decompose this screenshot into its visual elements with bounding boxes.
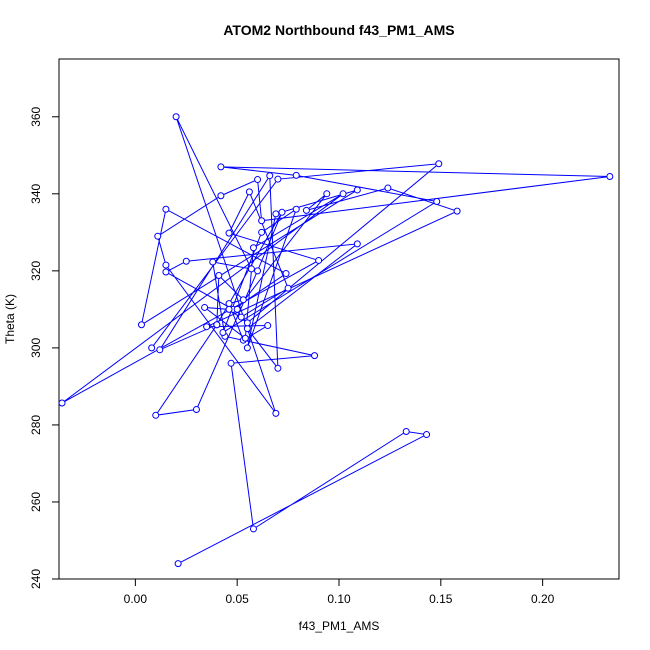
data-point xyxy=(254,176,262,184)
y-axis: 240 260 280 300 320 340 360 xyxy=(29,106,60,589)
data-point xyxy=(58,399,66,407)
y-tick-label: 340 xyxy=(29,183,43,203)
data-point xyxy=(162,261,170,269)
data-point xyxy=(237,313,245,321)
data-point xyxy=(137,321,145,329)
data-point xyxy=(453,207,461,215)
y-tick-label: 280 xyxy=(29,415,43,435)
data-point xyxy=(402,427,410,435)
data-point xyxy=(156,346,164,354)
data-point xyxy=(249,525,257,533)
data-point xyxy=(203,323,211,331)
y-tick-label: 300 xyxy=(29,338,43,358)
data-point xyxy=(278,208,286,216)
y-tick-label: 260 xyxy=(29,492,43,512)
data-point xyxy=(239,296,247,304)
data-point xyxy=(311,352,319,360)
data-point xyxy=(225,300,233,308)
data-point xyxy=(282,270,290,278)
data-point xyxy=(213,321,221,329)
y-tick-label: 360 xyxy=(29,106,43,126)
x-tick-label: 0.15 xyxy=(429,592,453,606)
data-point xyxy=(247,265,255,273)
data-point xyxy=(241,334,249,342)
x-axis-label: f43_PM1_AMS xyxy=(299,619,380,633)
data-point xyxy=(292,205,300,213)
x-tick-label: 0.05 xyxy=(226,592,250,606)
x-axis: 0.00 0.05 0.10 0.15 0.20 xyxy=(124,578,555,606)
data-point xyxy=(423,431,431,439)
data-point xyxy=(174,560,182,568)
data-point xyxy=(433,198,441,206)
data-point xyxy=(243,319,251,327)
data-point xyxy=(201,303,209,311)
chart-title: ATOM2 Northbound f43_PM1_AMS xyxy=(223,22,454,38)
data-point xyxy=(217,163,225,171)
data-point xyxy=(292,171,300,179)
data-point xyxy=(243,325,251,333)
data-point xyxy=(272,210,280,218)
data-point xyxy=(323,190,331,198)
data-point xyxy=(353,186,361,194)
y-tick-label: 320 xyxy=(29,261,43,281)
data-point xyxy=(435,160,443,168)
data-point xyxy=(162,268,170,276)
data-point xyxy=(384,184,392,192)
data-point xyxy=(339,190,347,198)
x-tick-label: 0.00 xyxy=(124,592,148,606)
data-point xyxy=(215,271,223,279)
data-point xyxy=(315,256,323,264)
data-point xyxy=(606,172,614,180)
data-point xyxy=(154,232,162,240)
data-point xyxy=(233,305,241,313)
data-point xyxy=(172,113,180,121)
data-point xyxy=(249,244,257,252)
data-point xyxy=(266,172,274,180)
x-tick-label: 0.20 xyxy=(531,592,555,606)
data-point xyxy=(254,267,262,275)
x-tick-label: 0.10 xyxy=(327,592,351,606)
data-point xyxy=(225,305,233,313)
data-point xyxy=(192,406,200,414)
data-point xyxy=(227,359,235,367)
data-point xyxy=(162,205,170,213)
data-point xyxy=(274,175,282,183)
y-axis-label: Theta (K) xyxy=(3,294,17,344)
series-group xyxy=(58,113,614,568)
data-point xyxy=(272,409,280,417)
y-tick-label: 240 xyxy=(29,569,43,589)
data-point xyxy=(225,229,233,237)
data-point xyxy=(264,322,272,330)
data-point xyxy=(209,258,217,266)
data-point xyxy=(274,364,282,372)
data-point xyxy=(284,284,292,292)
data-point xyxy=(302,206,310,214)
data-point xyxy=(258,217,266,225)
data-point xyxy=(148,344,156,352)
data-point xyxy=(152,411,160,419)
data-point xyxy=(245,188,253,196)
data-point xyxy=(243,344,251,352)
data-point xyxy=(219,328,227,336)
data-point xyxy=(182,257,190,265)
data-point xyxy=(353,240,361,248)
data-point xyxy=(217,192,225,200)
data-point xyxy=(258,228,266,236)
